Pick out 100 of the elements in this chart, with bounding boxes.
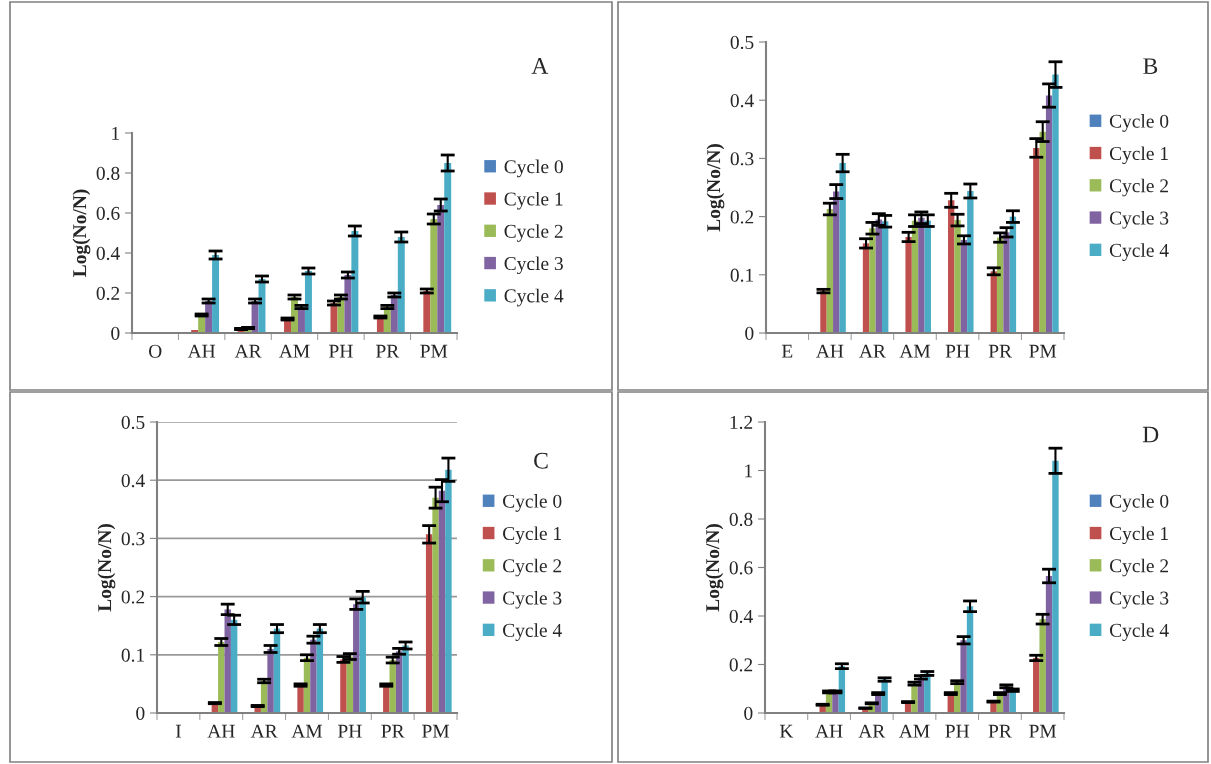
bar xyxy=(905,236,912,333)
bar xyxy=(1039,619,1046,713)
x-tick-label: AH xyxy=(815,724,843,738)
y-tick-label: 0.1 xyxy=(730,268,754,282)
y-axis-title: Log(No/N) xyxy=(705,524,724,612)
y-tick-label: 0.1 xyxy=(121,648,145,662)
x-tick-label: PM xyxy=(1029,724,1057,738)
y-tick-label: 0.6 xyxy=(729,561,753,575)
y-tick-label: 0.3 xyxy=(121,532,145,546)
legend-label: Cycle 3 xyxy=(1109,210,1169,229)
bar xyxy=(990,701,997,713)
bar xyxy=(1003,232,1010,333)
x-tick-label: E xyxy=(781,344,793,358)
legend-label: Cycle 2 xyxy=(504,224,563,242)
legend-label: Cycle 0 xyxy=(503,494,562,512)
bar xyxy=(839,163,846,333)
x-tick-label: O xyxy=(148,344,162,358)
bar xyxy=(444,163,452,333)
y-tick-label: 0.6 xyxy=(96,206,120,221)
text: C xyxy=(534,452,548,469)
bar xyxy=(423,291,431,333)
y-tick-label: 0.8 xyxy=(729,512,753,527)
x-tick-label: AH xyxy=(207,724,235,738)
bar xyxy=(310,639,317,713)
x-tick-label: PR xyxy=(988,344,1013,358)
y-tick-label: 0.2 xyxy=(121,590,145,604)
text: B xyxy=(1143,58,1158,74)
bar xyxy=(432,497,439,713)
y-tick-label: 0.4 xyxy=(729,609,753,624)
bar xyxy=(402,645,409,713)
legend-label: Cycle 2 xyxy=(503,558,562,577)
y-tick-label: 0.2 xyxy=(96,286,120,301)
x-tick-label: PR xyxy=(381,724,405,738)
x-tick-label: PH xyxy=(329,344,353,358)
legend-label: Cycle 1 xyxy=(504,191,563,210)
x-tick-label: AM xyxy=(899,344,931,358)
y-tick-label: 1 xyxy=(745,464,753,478)
bar xyxy=(832,691,839,713)
bar xyxy=(425,534,433,713)
legend-label: Cycle 1 xyxy=(1109,146,1168,165)
legend-label: Cycle 3 xyxy=(503,590,562,609)
legend-label: Cycle 3 xyxy=(1109,590,1169,609)
x-tick-label: PM xyxy=(420,344,448,358)
legend-label: Cycle 0 xyxy=(504,159,563,178)
bar xyxy=(304,271,312,333)
x-tick-label: AH xyxy=(187,344,216,358)
legend-label: Cycle 4 xyxy=(1109,243,1169,261)
legend-label: Cycle 1 xyxy=(1109,526,1168,545)
legend-label: Cycle 3 xyxy=(504,256,563,275)
x-tick-label: AM xyxy=(279,344,310,358)
y-tick-label: 0.3 xyxy=(730,152,754,166)
x-tick-label: PH xyxy=(945,344,970,358)
bar xyxy=(1039,131,1046,333)
y-tick-label: 0.5 xyxy=(730,35,754,50)
legend-label: Cycle 4 xyxy=(1109,623,1169,641)
x-tick-label: AR xyxy=(250,724,278,738)
bar xyxy=(967,190,974,333)
bar xyxy=(1052,460,1059,713)
y-tick-label: 0.4 xyxy=(121,474,145,488)
bar xyxy=(437,205,445,333)
bar xyxy=(1052,74,1059,333)
bar xyxy=(397,237,405,333)
bar xyxy=(353,604,360,713)
y-tick-label: 1.2 xyxy=(730,415,753,430)
x-tick-label: PH xyxy=(337,724,362,738)
bar xyxy=(340,659,347,713)
legend-label: Cycle 1 xyxy=(503,526,561,545)
legend-label: Cycle 2 xyxy=(1109,558,1169,577)
x-tick-label: PR xyxy=(376,344,400,358)
y-tick-label: 0.8 xyxy=(96,166,120,181)
legend-label: Cycle 0 xyxy=(1109,114,1169,132)
y-tick-label: 0.2 xyxy=(730,210,754,224)
x-tick-label: AR xyxy=(234,344,262,358)
x-tick-label: AH xyxy=(816,344,844,358)
y-tick-label: 0 xyxy=(136,706,145,720)
y-axis-title: Log(No/N) xyxy=(97,524,116,612)
bar xyxy=(344,275,352,333)
y-tick-label: 0.4 xyxy=(730,94,754,108)
y-tick-label: 0 xyxy=(744,706,753,720)
bar xyxy=(862,243,870,333)
x-tick-label: PM xyxy=(1029,344,1057,358)
bar xyxy=(212,255,220,333)
x-tick-label: AR xyxy=(859,344,886,358)
legend-label: Cycle 2 xyxy=(1109,178,1168,197)
y-tick-label: 0 xyxy=(111,326,120,340)
bar xyxy=(351,231,359,333)
bar xyxy=(218,642,225,713)
y-tick-label: 0.4 xyxy=(96,246,120,261)
x-tick-label: AM xyxy=(899,724,930,738)
x-tick-label: PR xyxy=(988,724,1012,738)
legend-label: Cycle 0 xyxy=(1109,494,1169,512)
x-tick-label: K xyxy=(779,724,794,738)
bar xyxy=(869,228,876,333)
x-tick-label: PM xyxy=(422,724,450,738)
bar xyxy=(960,239,968,333)
bar xyxy=(820,291,827,333)
x-tick-label: AR xyxy=(858,724,886,738)
y-tick-label: 1 xyxy=(112,126,120,140)
bar xyxy=(954,220,961,333)
bar xyxy=(1033,147,1040,333)
